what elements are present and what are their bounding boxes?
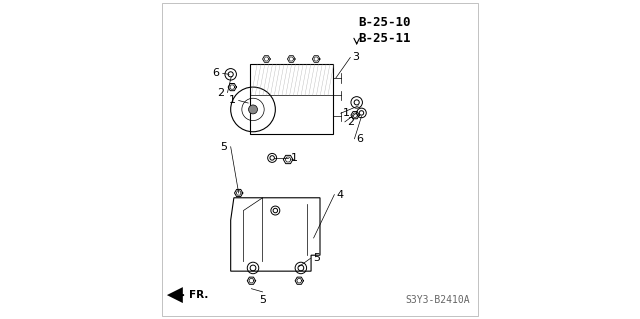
Text: 6: 6	[212, 68, 220, 78]
Text: 3: 3	[352, 52, 359, 63]
Text: S3Y3-B2410A: S3Y3-B2410A	[405, 295, 470, 305]
Text: 4: 4	[336, 189, 343, 200]
Bar	[250, 64, 333, 134]
Circle shape	[248, 105, 257, 114]
Text: 1: 1	[343, 108, 350, 118]
Text: 1: 1	[291, 153, 298, 163]
Polygon shape	[167, 287, 183, 303]
Text: B-25-10: B-25-10	[358, 16, 411, 29]
Text: B-25-11: B-25-11	[358, 32, 411, 45]
Text: 5: 5	[221, 142, 227, 152]
Text: 5: 5	[314, 253, 321, 263]
Text: 5: 5	[259, 295, 266, 305]
Text: 6: 6	[356, 134, 364, 144]
Text: FR.: FR.	[189, 290, 209, 300]
Text: 1: 1	[228, 95, 236, 106]
Text: 2: 2	[347, 117, 355, 127]
Text: 2: 2	[217, 87, 224, 98]
